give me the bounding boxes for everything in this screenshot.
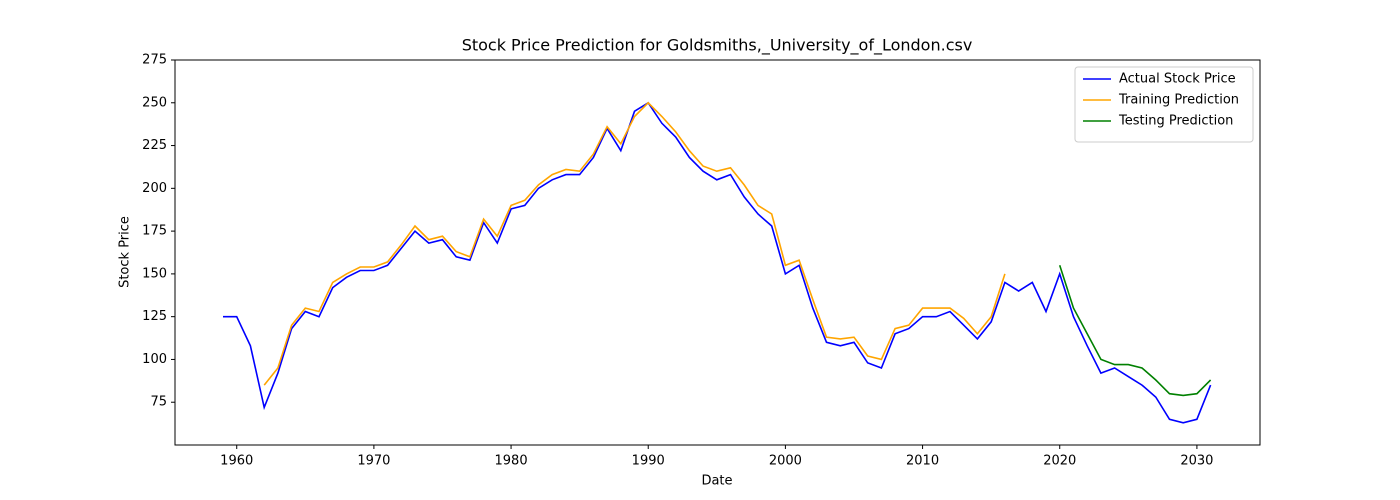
chart-title: Stock Price Prediction for Goldsmiths,_U… bbox=[462, 36, 973, 56]
x-axis-label: Date bbox=[701, 474, 732, 489]
y-tick-label: 75 bbox=[150, 395, 167, 410]
x-tick-label: 2000 bbox=[769, 454, 802, 469]
y-axis-label: Stock Price bbox=[118, 216, 133, 288]
y-tick-label: 275 bbox=[142, 53, 167, 68]
x-tick-label: 2020 bbox=[1043, 454, 1076, 469]
legend-label: Testing Prediction bbox=[1118, 114, 1233, 129]
x-tick-label: 1960 bbox=[220, 454, 253, 469]
y-tick-label: 250 bbox=[142, 95, 167, 110]
y-tick-label: 175 bbox=[142, 224, 167, 239]
legend-box bbox=[1074, 66, 1254, 143]
legend-label: Training Prediction bbox=[1118, 93, 1239, 108]
series-line bbox=[263, 101, 1006, 386]
y-tick-label: 100 bbox=[142, 352, 167, 367]
series-line bbox=[223, 101, 1212, 424]
y-tick-label: 150 bbox=[142, 266, 167, 281]
series-line bbox=[1058, 265, 1212, 397]
x-tick-label: 1970 bbox=[357, 454, 390, 469]
y-tick-label: 200 bbox=[142, 181, 167, 196]
legend-label: Actual Stock Price bbox=[1119, 72, 1236, 87]
plot-frame bbox=[174, 59, 1261, 446]
y-tick-label: 225 bbox=[142, 138, 167, 153]
y-tick-label: 125 bbox=[142, 309, 167, 324]
x-tick-label: 2030 bbox=[1180, 454, 1213, 469]
x-tick-label: 1990 bbox=[632, 454, 665, 469]
x-tick-label: 1980 bbox=[495, 454, 528, 469]
x-tick-label: 2010 bbox=[906, 454, 939, 469]
